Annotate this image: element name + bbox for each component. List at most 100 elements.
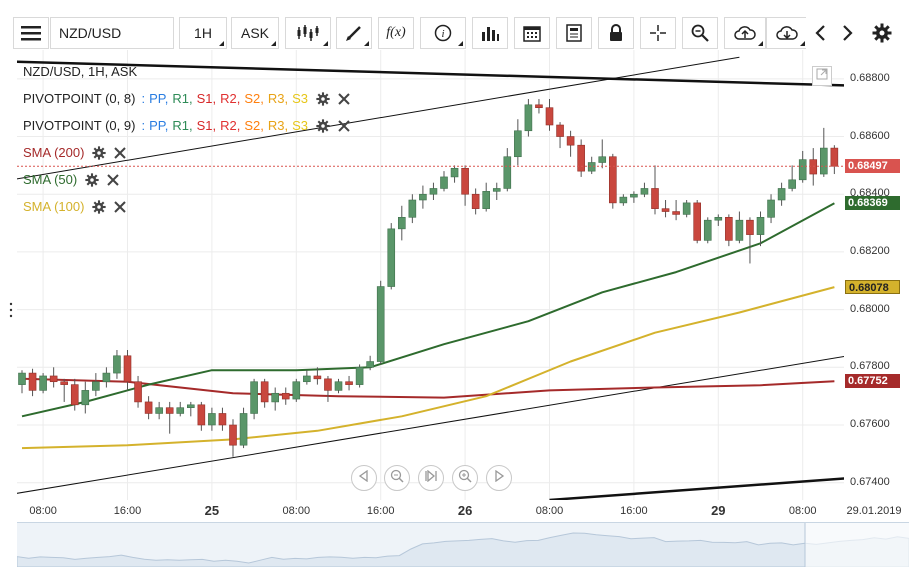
time-tick-label: 16:00 [620, 505, 648, 517]
menu-button[interactable] [13, 17, 49, 49]
symbol-selector[interactable]: NZD/USD [50, 17, 174, 49]
candle-body [598, 156, 607, 163]
sma-50-close-icon[interactable] [107, 173, 119, 186]
dropdown-corner-icon [458, 41, 463, 46]
pivot-1-r1: R1, [172, 91, 193, 106]
toolbar: NZD/USD 1H ASK f(x) i [0, 0, 909, 49]
pivot-1-settings-icon[interactable] [316, 91, 330, 106]
upload-button[interactable] [724, 17, 766, 49]
candle-body [556, 124, 564, 137]
dropdown-corner-icon [323, 41, 328, 46]
menu-icon [21, 25, 41, 41]
pivot-2-s3: S3 [292, 118, 308, 133]
candle-body [619, 196, 628, 204]
candle-body [355, 367, 364, 385]
sma-50-settings-icon[interactable] [85, 172, 99, 187]
legend-sma-100[interactable]: SMA (100) [23, 193, 350, 220]
price-tick-label: 0.67400 [850, 475, 890, 488]
candle-body [429, 188, 438, 195]
candle-body [672, 211, 680, 215]
candle-body [313, 375, 322, 380]
zoom-out-button[interactable] [384, 465, 410, 491]
candle-body [419, 193, 427, 201]
time-tick-label: 16:00 [113, 505, 142, 517]
pan-left-button[interactable] [351, 465, 377, 491]
candle-body [587, 162, 596, 172]
legend-pivot-2[interactable]: PIVOTPOINT (0, 9) : PP, R1, S1, R2, S2, … [23, 112, 350, 139]
zoom-out-icon [390, 469, 404, 488]
candle-body [102, 372, 111, 383]
pivot-1-pp: PP, [149, 91, 169, 106]
candle-body [187, 404, 195, 408]
pivot-1-close-icon[interactable] [338, 92, 350, 105]
candle-body [28, 372, 37, 391]
candle-body [376, 286, 385, 362]
candle-body [535, 104, 543, 108]
zoom-in-button[interactable] [452, 465, 478, 491]
price-chart[interactable] [17, 50, 844, 500]
sma-200-settings-icon[interactable] [92, 145, 107, 160]
candle-body [809, 159, 818, 175]
zoom-search-button[interactable] [682, 17, 718, 49]
candle-body [798, 159, 807, 181]
expand-icon [816, 67, 828, 85]
calendar-button[interactable] [514, 17, 550, 49]
reset-zoom-button[interactable] [418, 465, 444, 491]
support-channel-lower [549, 477, 844, 500]
navigator-strip[interactable] [16, 522, 909, 568]
news-button[interactable] [556, 17, 592, 49]
candle-body [397, 217, 406, 230]
price-tick-label: 0.67600 [850, 418, 890, 430]
expand-chart-button[interactable] [812, 66, 832, 86]
candle-body [292, 381, 301, 400]
legend-pivot-1[interactable]: PIVOTPOINT (0, 8) : PP, R1, S1, R2, S2, … [23, 85, 350, 112]
lock-button[interactable] [598, 17, 634, 49]
indicators-button[interactable]: f(x) [378, 17, 414, 49]
resistance-channel-upper [17, 60, 844, 87]
pivot-2-r1: R1, [172, 118, 193, 133]
bar-chart-icon [481, 24, 499, 42]
time-tick-label: 08:00 [788, 505, 817, 517]
pivot-1-name: PIVOTPOINT (0, 8) [23, 91, 136, 106]
draw-tool-button[interactable] [336, 17, 372, 49]
time-tick-label: 16:00 [366, 505, 395, 517]
legend-sma-50[interactable]: SMA (50) [23, 166, 350, 193]
candle-body [134, 381, 142, 403]
pivot-2-settings-icon[interactable] [316, 118, 330, 133]
info-button[interactable]: i [420, 17, 466, 49]
candle-body [830, 147, 839, 167]
news-icon [565, 24, 583, 42]
sma-100-close-icon[interactable] [114, 200, 127, 213]
candle-body [461, 167, 469, 195]
candle-body [49, 375, 58, 383]
pivot-1-s3: S3 [292, 91, 308, 106]
sma-200-close-icon[interactable] [114, 146, 127, 159]
candle-body [250, 381, 258, 414]
pivot-2-r2: R2, [220, 118, 241, 133]
candle-body [714, 217, 723, 221]
price-tick-label: 0.68200 [850, 244, 890, 257]
symbol-label: NZD/USD [59, 25, 122, 41]
candle-body [640, 188, 649, 195]
scroll-left-button[interactable] [806, 17, 834, 49]
volume-button[interactable] [472, 17, 508, 49]
price-type-selector[interactable]: ASK [231, 17, 279, 49]
panel-resize-handle[interactable] [9, 302, 13, 318]
legend-sma-200[interactable]: SMA (200) [23, 139, 350, 166]
pivot-1-s1: S1, [196, 91, 217, 106]
pivot-2-close-icon[interactable] [338, 119, 350, 132]
dropdown-corner-icon [758, 41, 763, 46]
chevron-right-icon [842, 24, 854, 42]
settings-button[interactable] [866, 17, 898, 49]
scroll-right-button[interactable] [834, 17, 862, 49]
download-button[interactable] [766, 17, 808, 49]
sma-100-settings-icon[interactable] [92, 199, 107, 214]
time-tick-label: 08:00 [29, 505, 57, 517]
timeframe-selector[interactable]: 1H [179, 17, 227, 49]
dropdown-corner-icon [219, 41, 224, 46]
pan-right-button[interactable] [486, 465, 512, 491]
chart-type-button[interactable] [285, 17, 331, 49]
crosshair-button[interactable] [640, 17, 676, 49]
pivot-2-r3: R3, [267, 118, 289, 133]
price-axis[interactable]: 0.67400 0.67600 0.67800 0.68000 0.68200 0.684… [844, 50, 909, 500]
